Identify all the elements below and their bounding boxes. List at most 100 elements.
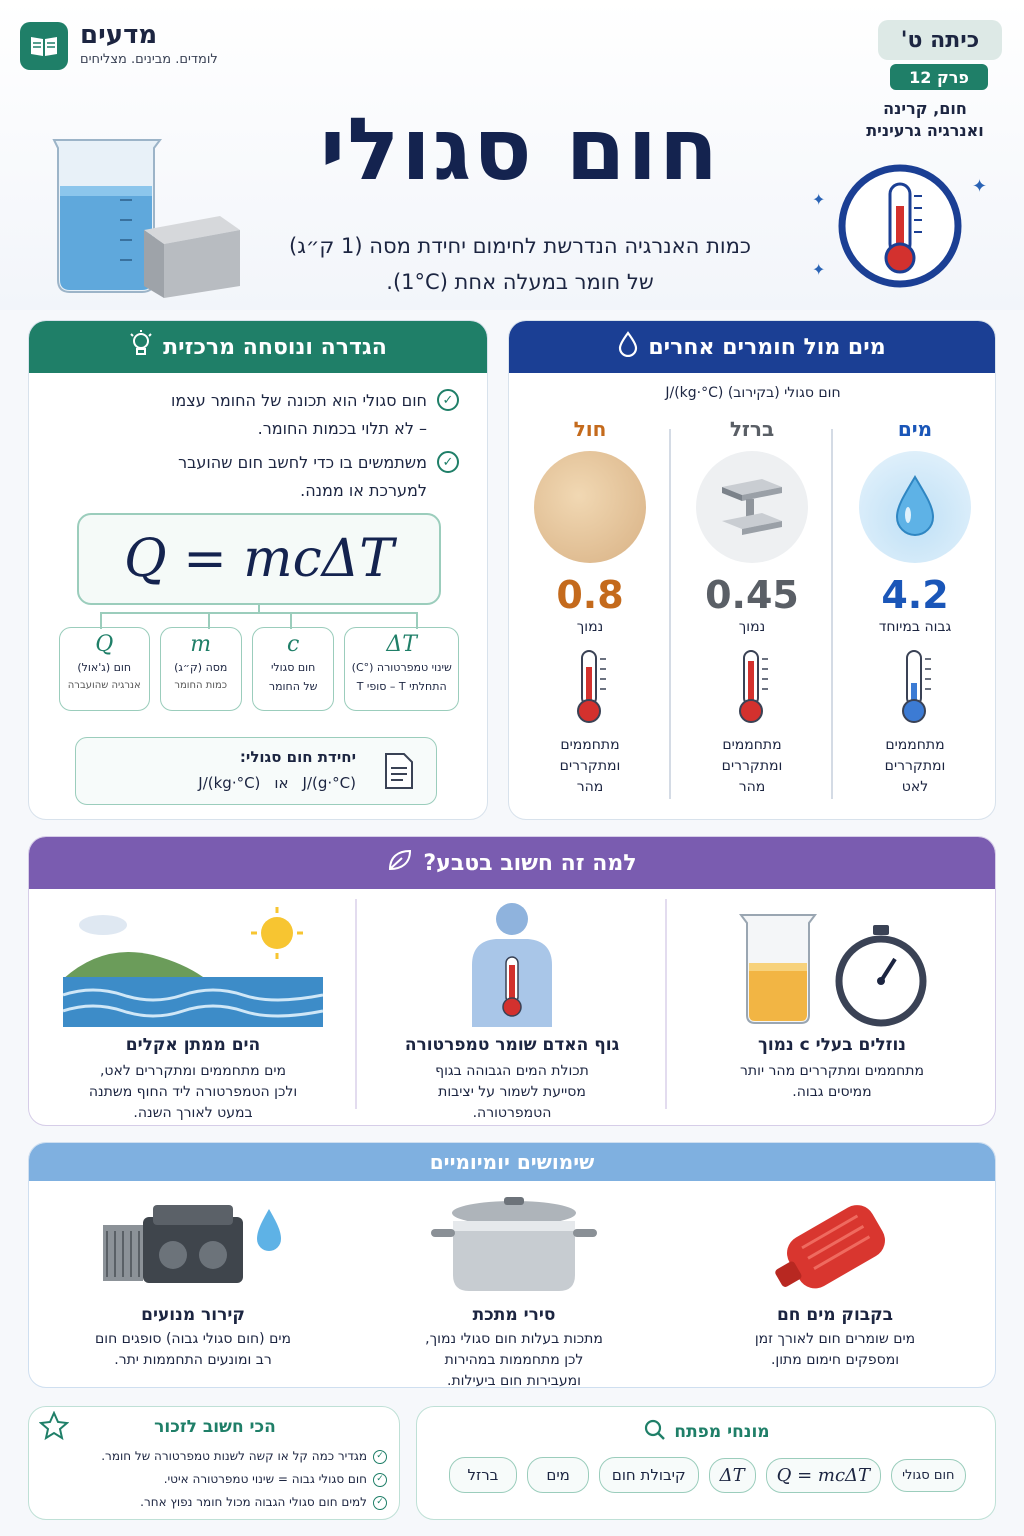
definition-header: הגדרה ונוסחה מרכזית [29,321,487,373]
nature-item-liquids: נוזלים בעלי c נמוך מתחממים ומתקררים מהר … [669,897,995,1103]
sparkle-icon: ✦ [812,190,826,209]
sea-landscape-illustration [31,897,355,1027]
variable-box: m מסה (ק״ג) כמות החומר [159,627,242,711]
item-title: גוף האדם שומר טמפרטורה [404,1035,620,1055]
formula-variables: ΔT שינוי טמפרטורה (°C) T סופי – T התחלתי… [59,627,459,711]
material-name: מים [897,417,933,441]
remember-item: ✓ מגדיר כמה קל או קשה לשנות טמפרטורה של … [43,1445,387,1468]
divider [831,429,833,799]
compare-caption: חום סגולי (בקירוב) J/(kg·°C) [665,385,841,401]
uses-title: שימושים יומיומיים [429,1150,595,1174]
droplet-icon [618,331,638,363]
variable-symbol: ΔT [386,632,417,657]
hot-water-bottle-illustration [675,1189,995,1301]
note-line: מתחממים [560,737,620,753]
variable-label: חום סגולי [270,661,316,674]
variable-note: T סופי – T התחלתי [356,680,447,693]
text-line: הטמפרטורה. [472,1105,552,1121]
unit-a: J/(kg·°C) [198,774,261,792]
text-line: ומעבירות חום ביעילות. [447,1373,581,1388]
item-text: מים מתחממים ומתקררים לאט, ולכן הטמפרטורה… [31,1061,355,1124]
topic-line2: ואנרגיה גרעינית [866,121,984,140]
item-title: בקבוק מים חם [776,1305,894,1325]
material-level: נמוך [738,619,766,635]
item-text: מים (חום סגולי גבוה) סופגים חום רב ומונע… [31,1329,355,1371]
check-icon: ✓ [373,1472,387,1487]
brand-tagline: לומדים. מבינים. מצליחים [80,52,218,67]
formula-box: Q = mcΔT [77,513,441,605]
grade-badge: כיתה ט' [878,20,1002,60]
cold-thermometer-icon [895,649,935,729]
item-title: נוזלים בעלי c נמוך [758,1035,906,1055]
variable-symbol: m [190,632,212,657]
unit-b: J/(g·°C) [302,774,356,792]
text-line: תכולת המים הגבוהה בגוף [435,1063,589,1079]
topic-line1: חום, קרינה [883,99,967,118]
remember-title: הכי חשוב לזכור [154,1417,276,1437]
variable-box: Q חום (ג'אול) אנרגיה שהועברה [59,627,150,711]
bullet-line: למערכת או ממנה. [300,481,427,500]
sparkle-icon: ✦ [812,260,826,279]
item-text: מתחממים ומתקררים מהר יותר ממיסים גבוה. [669,1061,995,1103]
compare-title: מים מול חומרים אחרים [648,334,886,360]
check-icon: ✓ [437,389,459,411]
text-line: ממיסים גבוה. [792,1084,872,1100]
material-note: מתחממים ומתקררים מהר [673,735,831,798]
brand: מדעים לומדים. מבינים. מצליחים [80,20,218,67]
variable-label: מסה (ק״ג) [174,661,228,674]
material-column-water: מים 4.2 גבוה במיוחד מתחממים ומתקררים לאט [835,417,995,798]
bullet-line: משתמשים בו כדי לחשב חום שהועבר [178,453,427,472]
material-value: 0.8 [556,573,624,617]
remember-list: ✓ מגדיר כמה קל או קשה לשנות טמפרטורה של … [43,1445,387,1514]
text-line: מסייעת לשמור על יציבות [438,1084,586,1100]
star-icon [38,1410,70,1445]
use-item-hot-water-bottle: בקבוק מים חם מים שומרים חום לאורך זמן ומ… [675,1189,995,1371]
item-title: קירור מנועים [141,1305,245,1325]
key-terms-header: מונחי מפתח [417,1419,995,1445]
unit-or: או [274,774,289,792]
material-note: מתחממים ומתקררים מהר [511,735,669,798]
formula-connectors [100,605,418,629]
note-line: ומתקררים [721,758,783,774]
key-terms-title: מונחי מפתח [674,1422,770,1442]
sand-icon [534,451,646,563]
bullet-line: חום סגולי הוא תכונה של החומר עצמו [171,391,427,410]
text-line: מים (חום סגולי גבוה) סופגים חום [94,1331,292,1347]
variable-label: שינוי טמפרטורה (°C) [351,661,452,674]
material-name: ברזל [729,417,775,441]
material-value: 0.45 [705,573,799,617]
text-line: ומספקים חימום מתון. [770,1352,900,1368]
divider [669,429,671,799]
note-line: ומתקררים [559,758,621,774]
lightbulb-icon [129,330,153,364]
uses-header: שימושים יומיומיים [29,1143,995,1181]
definition-bullet: חום סגולי הוא תכונה של החומר עצמו – לא ת… [67,387,427,443]
use-item-metal-pot: סירי מתכת מתכות בעלות חום סגולי נמוך, לכ… [359,1189,669,1388]
note-line: לאט [901,779,929,795]
text-line: מתכות בעלות חום סגולי נמוך, [425,1331,603,1347]
engine-illustration [31,1189,355,1301]
material-column-sand: חול 0.8 נמוך מתחממים ומתקררים מהר [511,417,669,798]
cooking-pot-illustration [359,1189,669,1301]
unit-values: J/(g·°C) או J/(kg·°C) [198,774,356,792]
text-line: לכן מתחממות במהירות [444,1352,584,1368]
check-icon: ✓ [437,451,459,473]
beaker-and-stopwatch-illustration [669,897,995,1027]
remember-card: הכי חשוב לזכור ✓ מגדיר כמה קל או קשה לשנ… [28,1406,400,1520]
hot-thermometer-icon [570,649,610,729]
variable-note: כמות החומר [174,680,228,691]
subtitle: כמות האנרגיה הנדרשת לחימום יחידת מסה (1 … [250,228,790,300]
divider [665,899,667,1109]
thermometer-icon [830,160,970,300]
nature-card: למה זה חשוב בטבע? נוזלים בעלי c נמוך מתח… [28,836,996,1126]
remember-text: חום סגולי גבוה = שינוי טמפרטורה איטי. [163,1472,367,1486]
steel-beam-icon [696,451,808,563]
use-item-engine-cooling: קירור מנועים מים (חום סגולי גבוה) סופגים… [31,1189,355,1371]
text-line: מים מתחממים ומתקררים לאט, [99,1063,287,1079]
note-line: מתחממים [885,737,945,753]
variable-symbol: Q [95,632,114,657]
term-chip: חום סגולי [891,1458,966,1492]
term-chip: קיבולת חום [598,1457,699,1493]
nature-item-sea: הים ממתן אקלים מים מתחממים ומתקררים לאט,… [31,897,355,1124]
term-chip: ΔT [708,1457,756,1493]
